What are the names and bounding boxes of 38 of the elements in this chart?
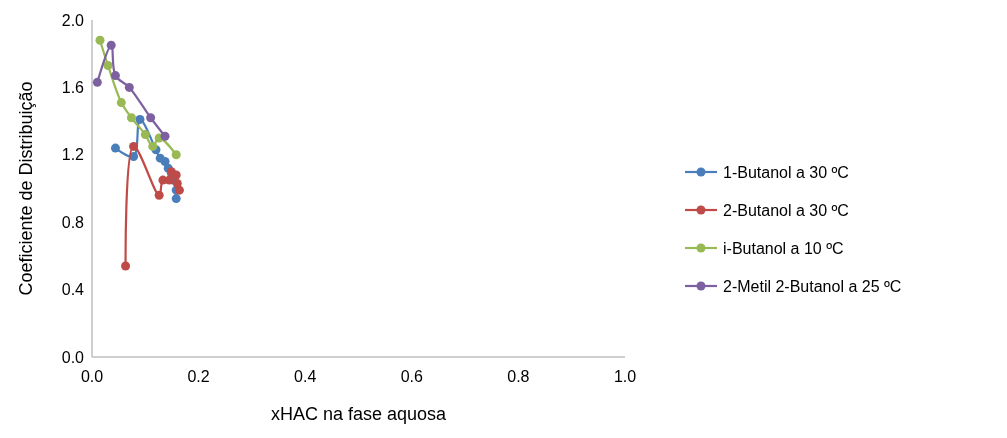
x-tick-label: 0.6 — [400, 368, 424, 385]
point — [160, 131, 170, 141]
y-tick-label: 2.0 — [61, 11, 85, 29]
point — [171, 194, 181, 204]
legend-label: i-Butanol a 10 ºC — [723, 239, 844, 257]
point — [140, 130, 150, 140]
point — [171, 150, 181, 160]
point — [121, 261, 131, 271]
x-tick-label: 0.0 — [80, 368, 104, 385]
point — [146, 113, 156, 123]
point — [129, 141, 139, 151]
y-tick-label: 0.4 — [61, 281, 85, 299]
point — [116, 98, 126, 108]
legend-label: 2-Metil 2-Butanol a 25 ºC — [723, 277, 902, 295]
point — [148, 141, 158, 151]
point — [106, 40, 116, 50]
x-tick-label: 1.0 — [613, 368, 637, 385]
point — [103, 61, 113, 70]
x-tick-label: 0.8 — [507, 368, 530, 385]
x-axis-title: xHAC na fase aquosa — [270, 404, 448, 424]
legend-label: 1-Butanol a 30 ºC — [723, 163, 849, 181]
point — [124, 82, 134, 92]
point — [154, 190, 164, 200]
y-tick-label: 0.8 — [61, 213, 85, 231]
point — [92, 77, 102, 87]
point — [126, 113, 136, 123]
y-tick-label: 1.6 — [61, 79, 85, 96]
point — [171, 170, 181, 180]
point — [110, 71, 120, 81]
point — [135, 114, 145, 124]
point — [95, 35, 105, 45]
y-tick-label: 0.0 — [61, 348, 85, 366]
x-tick-label: 0.4 — [294, 368, 317, 385]
y-tick-label: 1.2 — [61, 146, 85, 164]
x-tick-label: 0.2 — [187, 368, 210, 385]
point — [110, 143, 120, 153]
legend-label: 2-Butanol a 30 ºC — [723, 201, 849, 219]
y-axis-title: Coeficiente de Distribuição — [16, 81, 36, 296]
